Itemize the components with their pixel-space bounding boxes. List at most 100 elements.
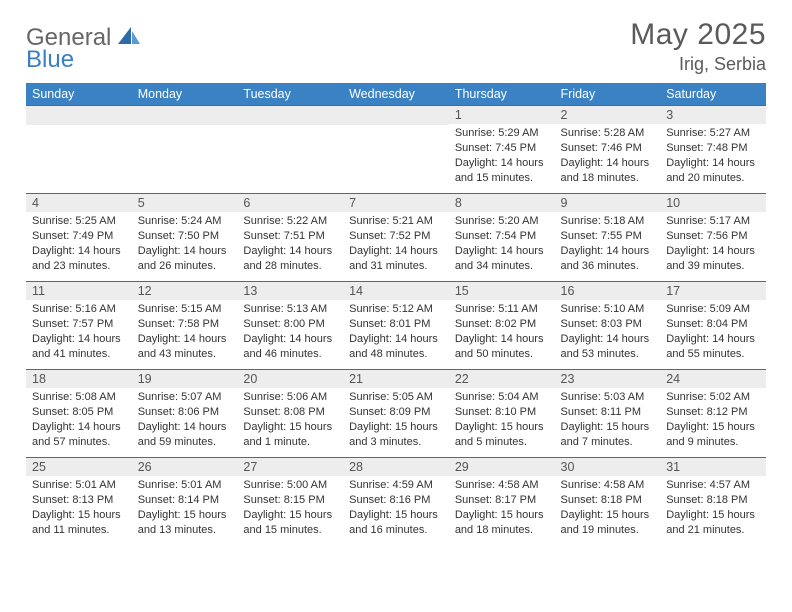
calendar-week-row: 1Sunrise: 5:29 AMSunset: 7:45 PMDaylight… <box>26 106 766 194</box>
day-number: 9 <box>555 194 661 212</box>
daylight-text: Daylight: 14 hours and 59 minutes. <box>138 420 232 450</box>
sunrise-text: Sunrise: 5:11 AM <box>455 302 549 317</box>
day-number: 18 <box>26 370 132 388</box>
daylight-text: Daylight: 14 hours and 31 minutes. <box>349 244 443 274</box>
calendar-day-cell: 21Sunrise: 5:05 AMSunset: 8:09 PMDayligh… <box>343 370 449 458</box>
sunrise-text: Sunrise: 5:01 AM <box>32 478 126 493</box>
calendar-body: 1Sunrise: 5:29 AMSunset: 7:45 PMDaylight… <box>26 106 766 546</box>
day-details: Sunrise: 4:59 AMSunset: 8:16 PMDaylight:… <box>343 476 449 541</box>
sunset-text: Sunset: 8:08 PM <box>243 405 337 420</box>
day-details: Sunrise: 5:16 AMSunset: 7:57 PMDaylight:… <box>26 300 132 365</box>
calendar-day-cell <box>343 106 449 194</box>
daylight-text: Daylight: 15 hours and 5 minutes. <box>455 420 549 450</box>
sunrise-text: Sunrise: 5:22 AM <box>243 214 337 229</box>
calendar-day-cell <box>26 106 132 194</box>
calendar-day-cell: 31Sunrise: 4:57 AMSunset: 8:18 PMDayligh… <box>660 458 766 546</box>
sunrise-text: Sunrise: 5:27 AM <box>666 126 760 141</box>
daylight-text: Daylight: 15 hours and 15 minutes. <box>243 508 337 538</box>
empty-daynum <box>237 106 343 125</box>
day-number: 11 <box>26 282 132 300</box>
daylight-text: Daylight: 14 hours and 39 minutes. <box>666 244 760 274</box>
day-details: Sunrise: 5:27 AMSunset: 7:48 PMDaylight:… <box>660 124 766 189</box>
daylight-text: Daylight: 14 hours and 55 minutes. <box>666 332 760 362</box>
calendar-day-cell: 6Sunrise: 5:22 AMSunset: 7:51 PMDaylight… <box>237 194 343 282</box>
day-details: Sunrise: 5:25 AMSunset: 7:49 PMDaylight:… <box>26 212 132 277</box>
calendar-day-cell: 23Sunrise: 5:03 AMSunset: 8:11 PMDayligh… <box>555 370 661 458</box>
day-number: 31 <box>660 458 766 476</box>
weekday-header: Tuesday <box>237 83 343 106</box>
daylight-text: Daylight: 15 hours and 9 minutes. <box>666 420 760 450</box>
sunrise-text: Sunrise: 5:10 AM <box>561 302 655 317</box>
sunset-text: Sunset: 7:49 PM <box>32 229 126 244</box>
day-details: Sunrise: 4:58 AMSunset: 8:18 PMDaylight:… <box>555 476 661 541</box>
daylight-text: Daylight: 14 hours and 15 minutes. <box>455 156 549 186</box>
sunset-text: Sunset: 8:02 PM <box>455 317 549 332</box>
calendar-day-cell: 30Sunrise: 4:58 AMSunset: 8:18 PMDayligh… <box>555 458 661 546</box>
sunset-text: Sunset: 8:06 PM <box>138 405 232 420</box>
day-number: 30 <box>555 458 661 476</box>
day-number: 2 <box>555 106 661 124</box>
day-details: Sunrise: 5:09 AMSunset: 8:04 PMDaylight:… <box>660 300 766 365</box>
sunrise-text: Sunrise: 5:00 AM <box>243 478 337 493</box>
day-number: 6 <box>237 194 343 212</box>
day-details: Sunrise: 5:07 AMSunset: 8:06 PMDaylight:… <box>132 388 238 453</box>
calendar-day-cell: 20Sunrise: 5:06 AMSunset: 8:08 PMDayligh… <box>237 370 343 458</box>
day-details: Sunrise: 5:08 AMSunset: 8:05 PMDaylight:… <box>26 388 132 453</box>
daylight-text: Daylight: 15 hours and 7 minutes. <box>561 420 655 450</box>
calendar-day-cell: 3Sunrise: 5:27 AMSunset: 7:48 PMDaylight… <box>660 106 766 194</box>
daylight-text: Daylight: 14 hours and 57 minutes. <box>32 420 126 450</box>
day-details: Sunrise: 5:24 AMSunset: 7:50 PMDaylight:… <box>132 212 238 277</box>
daylight-text: Daylight: 14 hours and 20 minutes. <box>666 156 760 186</box>
day-number: 7 <box>343 194 449 212</box>
sunrise-text: Sunrise: 5:21 AM <box>349 214 443 229</box>
day-details: Sunrise: 5:18 AMSunset: 7:55 PMDaylight:… <box>555 212 661 277</box>
sunset-text: Sunset: 8:01 PM <box>349 317 443 332</box>
calendar-day-cell: 7 Sunrise: 5:21 AMSunset: 7:52 PMDaylight… <box>343 194 449 282</box>
day-number: 17 <box>660 282 766 300</box>
day-details: Sunrise: 5:22 AMSunset: 7:51 PMDaylight:… <box>237 212 343 277</box>
sunrise-text: Sunrise: 5:18 AM <box>561 214 655 229</box>
weekday-header-row: SundayMondayTuesdayWednesdayThursdayFrid… <box>26 83 766 106</box>
day-details: Sunrise: 5:05 AMSunset: 8:09 PMDaylight:… <box>343 388 449 453</box>
sunrise-text: Sunrise: 5:02 AM <box>666 390 760 405</box>
weekday-header: Saturday <box>660 83 766 106</box>
day-number: 1 <box>449 106 555 124</box>
day-number: 16 <box>555 282 661 300</box>
day-details: Sunrise: 5:13 AMSunset: 8:00 PMDaylight:… <box>237 300 343 365</box>
sail-icon <box>118 32 140 49</box>
day-number: 21 <box>343 370 449 388</box>
sunset-text: Sunset: 8:18 PM <box>666 493 760 508</box>
day-details: Sunrise: 5:28 AMSunset: 7:46 PMDaylight:… <box>555 124 661 189</box>
sunset-text: Sunset: 7:52 PM <box>349 229 443 244</box>
day-number: 26 <box>132 458 238 476</box>
title-block: May 2025 Irig, Serbia <box>630 18 766 75</box>
daylight-text: Daylight: 15 hours and 3 minutes. <box>349 420 443 450</box>
daylight-text: Daylight: 14 hours and 46 minutes. <box>243 332 337 362</box>
sunrise-text: Sunrise: 5:09 AM <box>666 302 760 317</box>
day-number: 12 <box>132 282 238 300</box>
sunset-text: Sunset: 7:50 PM <box>138 229 232 244</box>
day-details: Sunrise: 5:10 AMSunset: 8:03 PMDaylight:… <box>555 300 661 365</box>
sunset-text: Sunset: 7:56 PM <box>666 229 760 244</box>
calendar-day-cell: 18Sunrise: 5:08 AMSunset: 8:05 PMDayligh… <box>26 370 132 458</box>
calendar-day-cell: 22Sunrise: 5:04 AMSunset: 8:10 PMDayligh… <box>449 370 555 458</box>
calendar-day-cell: 26Sunrise: 5:01 AMSunset: 8:14 PMDayligh… <box>132 458 238 546</box>
day-details: Sunrise: 5:29 AMSunset: 7:45 PMDaylight:… <box>449 124 555 189</box>
daylight-text: Daylight: 15 hours and 13 minutes. <box>138 508 232 538</box>
daylight-text: Daylight: 15 hours and 21 minutes. <box>666 508 760 538</box>
day-details: Sunrise: 5:12 AMSunset: 8:01 PMDaylight:… <box>343 300 449 365</box>
day-number: 25 <box>26 458 132 476</box>
daylight-text: Daylight: 14 hours and 41 minutes. <box>32 332 126 362</box>
sunrise-text: Sunrise: 5:04 AM <box>455 390 549 405</box>
brand-logo: General Blue <box>26 18 140 72</box>
sunrise-text: Sunrise: 5:07 AM <box>138 390 232 405</box>
calendar-day-cell: 4Sunrise: 5:25 AMSunset: 7:49 PMDaylight… <box>26 194 132 282</box>
day-number: 24 <box>660 370 766 388</box>
calendar-day-cell: 1Sunrise: 5:29 AMSunset: 7:45 PMDaylight… <box>449 106 555 194</box>
sunset-text: Sunset: 8:18 PM <box>561 493 655 508</box>
weekday-header: Friday <box>555 83 661 106</box>
sunset-text: Sunset: 8:10 PM <box>455 405 549 420</box>
sunrise-text: Sunrise: 5:06 AM <box>243 390 337 405</box>
calendar-day-cell <box>237 106 343 194</box>
calendar-day-cell: 24Sunrise: 5:02 AMSunset: 8:12 PMDayligh… <box>660 370 766 458</box>
